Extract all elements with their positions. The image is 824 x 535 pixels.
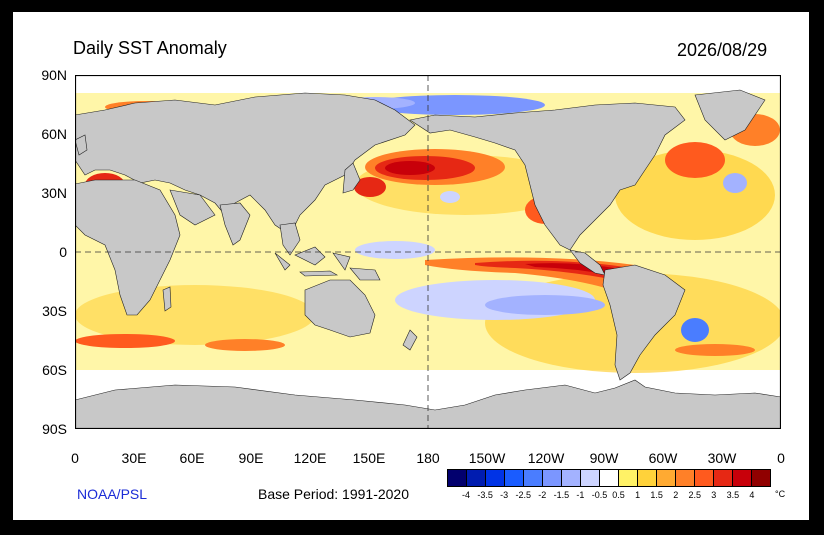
colorbar-swatch	[752, 470, 770, 486]
colorbar-tick-label: -1.5	[553, 490, 570, 500]
colorbar-tick-label: 3.5	[726, 490, 740, 500]
lat-label: 30S	[42, 303, 67, 319]
colorbar-unit: °C	[775, 489, 786, 499]
lat-label: 90N	[41, 67, 67, 83]
colorbar-tick-label: -3	[500, 490, 509, 500]
lon-label: 90W	[589, 450, 619, 466]
colorbar-swatch	[619, 470, 638, 486]
lon-label: 30W	[707, 450, 737, 466]
colorbar-swatch	[467, 470, 486, 486]
lon-label: 90E	[238, 450, 264, 466]
map-date: 2026/08/29	[677, 40, 768, 60]
lat-label: 60S	[42, 362, 67, 378]
colorbar-swatch	[714, 470, 733, 486]
colorbar-tick-label: 0.5	[612, 490, 625, 500]
colorbar-swatch	[657, 470, 676, 486]
lon-label: 180	[416, 450, 440, 466]
colorbar-swatch	[695, 470, 714, 486]
map-title: Daily SST Anomaly	[73, 38, 227, 58]
colorbar-tick-label: -4	[462, 490, 471, 500]
colorbar-swatch	[448, 470, 467, 486]
colorbar-tick-label: 1	[635, 490, 641, 500]
lat-label: 30N	[41, 185, 67, 201]
sst-anomaly-map	[75, 75, 781, 429]
colorbar-swatch	[524, 470, 543, 486]
colorbar-tick-label: -2.5	[515, 490, 531, 500]
lon-label: 0	[777, 450, 785, 466]
colorbar-tick-label: 2	[673, 490, 679, 500]
lon-label: 0	[71, 450, 79, 466]
lon-label: 60W	[648, 450, 678, 466]
colorbar-swatch	[486, 470, 505, 486]
colorbar-swatch	[676, 470, 695, 486]
credit-label: NOAA/PSL	[77, 486, 148, 502]
colorbar-swatch	[562, 470, 581, 486]
colorbar-tick-label: -2	[538, 490, 547, 500]
colorbar-tick-label: 1.5	[650, 490, 663, 500]
base-period-label: Base Period: 1991-2020	[258, 486, 409, 502]
colorbar-tick-label: 2.5	[688, 490, 702, 500]
colorbar-tick-label: -1	[576, 490, 585, 500]
lat-label: 90S	[42, 421, 67, 437]
colorbar-tick-label: -3.5	[477, 490, 493, 500]
lon-label: 150W	[468, 450, 506, 466]
colorbar-tick-label: -0.5	[591, 490, 608, 500]
colorbar-swatch	[581, 470, 600, 486]
colorbar-swatch	[543, 470, 562, 486]
lon-label: 120E	[293, 450, 327, 466]
colorbar-swatch	[505, 470, 524, 486]
colorbar	[447, 469, 771, 487]
map-panel: Daily SST Anomaly 2026/08/29	[13, 12, 809, 520]
colorbar-swatch	[600, 470, 619, 486]
colorbar-tick-label: 3	[711, 490, 717, 500]
lon-label: 120W	[527, 450, 565, 466]
lon-label: 150E	[352, 450, 386, 466]
land	[75, 89, 781, 429]
colorbar-tick-label: 4	[749, 490, 755, 500]
lat-label: 0	[59, 244, 67, 260]
lon-label: 60E	[179, 450, 205, 466]
lat-label: 60N	[41, 126, 67, 142]
colorbar-swatch	[638, 470, 657, 486]
lon-label: 30E	[121, 450, 147, 466]
colorbar-swatch	[733, 470, 752, 486]
